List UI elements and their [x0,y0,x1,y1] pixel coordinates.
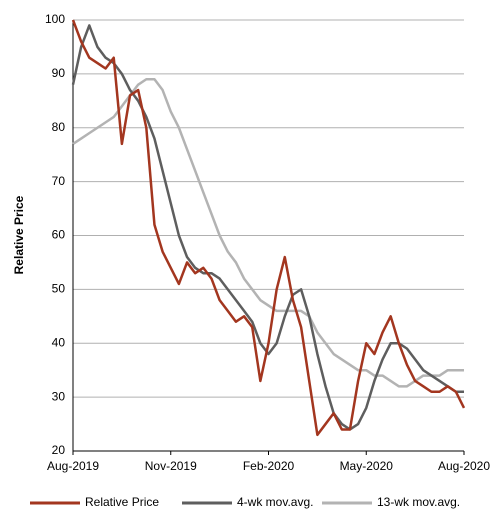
y-tick-label: 40 [52,335,66,349]
x-tick-label: Aug-2020 [438,459,490,473]
legend-label: 13-wk mov.avg. [377,495,460,509]
y-tick-label: 100 [45,12,65,26]
legend-label: 4-wk mov.avg. [237,495,313,509]
y-tick-label: 60 [52,228,66,242]
x-tick-label: Nov-2019 [145,459,197,473]
y-tick-label: 30 [52,389,66,403]
series-line [71,19,466,437]
x-tick-label: Aug-2019 [47,459,99,473]
y-tick-label: 20 [52,443,66,457]
series-line [71,24,464,431]
y-axis-label: Relative Price [12,195,26,274]
y-tick-label: 80 [52,120,66,134]
y-tick-label: 90 [52,66,66,80]
legend-label: Relative Price [85,495,159,509]
x-tick-label: Feb-2020 [243,459,295,473]
y-tick-label: 70 [52,174,66,188]
series-line [72,78,464,388]
y-tick-label: 50 [52,282,66,296]
x-tick-label: May-2020 [340,459,394,473]
